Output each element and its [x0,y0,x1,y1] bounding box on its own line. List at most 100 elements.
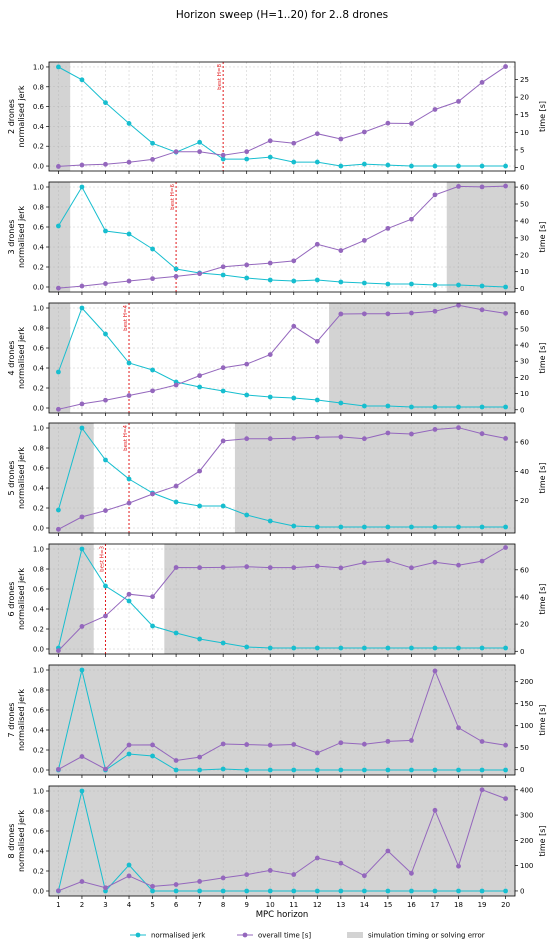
jerk-point [314,767,320,773]
jerk-point [291,888,297,894]
time-point [220,152,226,158]
jerk-point [314,888,320,894]
y-axis-label: normalised jerk [17,447,26,509]
x-tick-label: 6 [174,901,179,909]
y-tick-label: 0.4 [33,365,45,373]
time-point [314,750,320,756]
jerk-point [197,888,203,894]
y-axis-label: normalised jerk [17,810,26,872]
jerk-point [338,163,344,169]
time-point [432,308,438,314]
time-point [432,668,438,674]
time-point [432,807,438,813]
jerk-point [126,360,132,366]
time-point [456,98,461,104]
plot-area [49,786,515,896]
time-point [385,738,391,744]
y2-tick-label: 200 [520,678,533,686]
time-point [409,870,414,876]
time-point [338,565,344,571]
legend-swatch-marker [135,932,141,938]
y-tick-label: 0.6 [33,828,45,836]
y-tick-label: 0.4 [33,123,45,131]
time-point [314,241,320,247]
x-tick-label: 8 [221,901,225,909]
time-point [479,739,485,744]
time-point [291,872,297,877]
time-point [79,514,85,520]
y-tick-label: 1.0 [33,425,44,433]
error-region [234,423,515,533]
jerk-point [503,284,508,290]
jerk-point [479,767,485,773]
time-point [150,491,155,497]
error-region [49,665,515,775]
jerk-point [150,753,155,759]
jerk-point [79,667,85,673]
jerk-point [385,162,391,168]
jerk-point [338,888,344,894]
jerk-point [197,139,203,145]
time-point [479,184,485,190]
jerk-point [220,272,226,278]
jerk-point [56,223,61,229]
y2-tick-label: 50 [520,325,529,333]
jerk-point [291,278,297,284]
y2-axis-label: time [s] [538,583,547,614]
jerk-point [126,231,132,237]
x-tick-label: 20 [501,901,510,909]
jerk-point [291,395,297,401]
time-point [173,882,179,887]
jerk-point [479,404,485,410]
jerk-point [314,397,320,403]
time-point [291,323,297,329]
jerk-point [361,888,367,894]
time-point [432,559,438,565]
time-point [291,140,297,146]
jerk-point [409,163,414,169]
jerk-line [57,547,506,649]
legend-swatch-marker [242,932,248,938]
jerk-point [267,888,273,894]
jerk-point [244,392,250,398]
x-tick-label: 13 [336,901,345,909]
jerk-point [503,767,508,773]
jerk-line [57,185,506,288]
jerk-point [479,163,485,169]
jerk-point [456,404,461,410]
time-point [503,310,508,316]
jerk-point [503,645,508,651]
jerk-point [244,767,250,773]
y-tick-label: 0.6 [33,586,45,594]
time-point [456,303,461,308]
y2-tick-label: 0 [520,285,524,293]
jerk-point [150,140,155,146]
y2-tick-label: 0 [520,766,524,774]
time-point [244,436,250,442]
time-point [291,258,297,264]
jerk-point [220,503,226,509]
jerk-point [150,246,155,252]
jerk-line [57,790,506,893]
x-tick-label: 5 [150,901,154,909]
y-tick-label: 0.0 [33,405,44,413]
y-axis-label: normalised jerk [17,85,26,147]
jerk-point [173,767,179,773]
time-point [361,873,367,879]
jerk-point [173,630,179,636]
y-tick-label: 0.0 [33,767,44,775]
time-point [150,742,155,748]
x-tick-label: 18 [454,901,463,909]
jerk-point [385,281,391,287]
time-point [56,285,61,291]
plot-area [49,665,515,775]
jerk-point [385,888,391,894]
time-point [291,435,297,441]
time-point [79,283,85,289]
jerk-point [338,400,344,406]
y2-tick-label: 400 [520,786,533,794]
jerk-point [103,228,108,234]
jerk-point [409,404,414,410]
jerk-point [432,282,438,288]
y2-tick-label: 20 [520,251,529,259]
